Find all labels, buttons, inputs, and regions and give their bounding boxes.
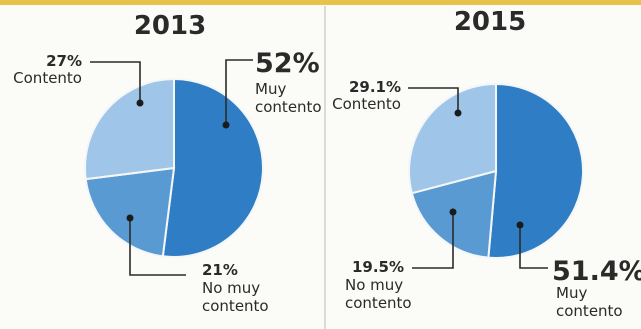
slice-label-line-2: contento	[345, 294, 412, 312]
leader-line	[90, 61, 141, 103]
pie-2013	[84, 77, 264, 258]
chart-2013-label-no-muy-contento: 21% No muy contento	[126, 214, 269, 315]
leader-dot	[136, 99, 144, 107]
leader-line	[519, 225, 548, 269]
pie-slice-muy-contento	[487, 82, 585, 259]
pie-slice-muy-contento	[161, 77, 264, 258]
leader-dot	[449, 208, 457, 216]
pct-label-contento: 29.1%	[349, 78, 401, 96]
leader-dot	[454, 109, 462, 117]
leader-line	[129, 218, 186, 276]
chart-2015-label-contento: 29.1% Contento	[332, 78, 462, 117]
slice-label-line-1: Muy	[255, 80, 286, 98]
slice-label-line-1: Contento	[332, 95, 401, 113]
pie-2015	[407, 82, 585, 259]
chart-2015: 2015 29.1% Contento 19.5% No muy content…	[332, 7, 641, 320]
slice-label-line-1: No muy	[202, 279, 260, 297]
slice-label-line-1: Contento	[13, 69, 82, 87]
pct-label-muy-contento: 52%	[255, 48, 320, 79]
chart-2015-label-no-muy-contento: 19.5% No muy contento	[345, 208, 457, 312]
leader-line	[225, 59, 253, 125]
leader-line	[408, 87, 459, 113]
pie-slice-contento	[84, 77, 175, 181]
leader-line	[412, 212, 454, 269]
pie-slice-contento	[407, 82, 497, 195]
chart-2013-label-muy-contento: 52% Muy contento	[222, 48, 322, 129]
pct-label-contento: 27%	[46, 52, 82, 70]
slice-label-line-1: No muy	[345, 276, 403, 294]
pct-label-muy-contento: 51.4%	[552, 256, 641, 287]
slice-label-line-2: contento	[255, 98, 322, 116]
chart-2013-title: 2013	[134, 11, 206, 41]
chart-2013: 2013 52% Muy contento 21% No muy content…	[13, 11, 321, 315]
chart-2015-title: 2015	[454, 7, 526, 37]
pct-label-no-muy-contento: 19.5%	[352, 258, 404, 276]
pct-label-no-muy-contento: 21%	[202, 261, 238, 279]
slice-label-line-2: contento	[202, 297, 269, 315]
slice-label-line-1: Muy	[556, 284, 587, 302]
leader-dot	[516, 221, 524, 229]
pie-slice-no-muy-contento	[84, 166, 176, 258]
top-accent-strip	[0, 0, 641, 5]
leader-dot	[126, 214, 134, 222]
chart-2015-label-muy-contento: 51.4% Muy contento	[516, 221, 641, 320]
leader-dot	[222, 121, 230, 129]
chart-2013-label-contento: 27% Contento	[13, 52, 144, 107]
slice-label-line-2: contento	[556, 302, 623, 320]
